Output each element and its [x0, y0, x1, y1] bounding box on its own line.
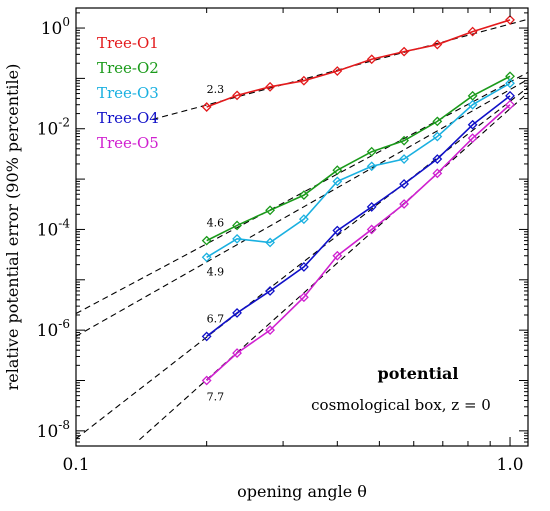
series-2-point [399, 135, 409, 146]
x-axis-label: opening angle θ [237, 482, 367, 501]
series-2-point [201, 235, 212, 246]
series-3-point [366, 161, 377, 172]
series-1-point [201, 102, 212, 112]
series-3-point [232, 233, 242, 244]
series-5-point [399, 199, 409, 209]
series-line-2 [206, 75, 511, 242]
plot-area: 2.3 4.6 4.9 6.7 7.7 [76, 14, 528, 441]
series-1-point [366, 54, 377, 65]
plot-frame [75, 7, 529, 447]
slope-label: 2.3 [207, 83, 225, 96]
series-2-point [432, 116, 443, 127]
series-5-point [265, 325, 276, 336]
series-5-point [232, 348, 242, 359]
slope-label: 7.7 [207, 390, 225, 403]
series-5-point [467, 133, 478, 144]
series-2-point [332, 165, 343, 176]
series-1-point [399, 46, 409, 57]
slope-label: 4.9 [207, 265, 225, 278]
series-4-point [201, 331, 212, 342]
series-4-point [232, 307, 242, 318]
series-3-point [298, 214, 309, 225]
series-3-point [201, 252, 212, 263]
series-3-point [505, 78, 515, 89]
series-5-point [432, 168, 443, 179]
series-3-point [467, 99, 478, 110]
series-5-point [298, 292, 309, 303]
x-tick-label: 1.0 [497, 455, 524, 475]
series-5-point [366, 224, 377, 235]
slope-label: 4.6 [207, 217, 225, 230]
series-3-point [265, 237, 276, 248]
series-4-point [265, 286, 276, 296]
series-1-point [265, 81, 276, 92]
series-5-point [332, 250, 343, 261]
y-tick-label: 10-8 [37, 418, 70, 442]
series-1-point [505, 14, 515, 25]
legend-entry-1: Tree-O1 [97, 34, 159, 52]
series-5-point [505, 99, 515, 110]
legend-entry-2: Tree-O2 [97, 59, 159, 77]
legend-entry-3: Tree-O3 [97, 84, 159, 102]
annotations: potential cosmological box, z = 0 [311, 364, 491, 414]
legend-entry-4: Tree-O4 [97, 109, 159, 127]
legend: Tree-O1 Tree-O2 Tree-O3 Tree-O4 Tree-O5 [97, 34, 159, 152]
x-tick-label: 0.1 [62, 455, 89, 475]
series-1-point [232, 90, 242, 101]
reference-line-5 [139, 92, 528, 441]
series-line-1 [206, 19, 511, 108]
series-4-point [298, 262, 309, 272]
series-4-point [432, 154, 443, 164]
series-3-point [432, 131, 443, 142]
series-2-point [232, 220, 242, 231]
series-2-point [505, 71, 515, 82]
series-2-point [298, 190, 309, 201]
y-tick-label: 10-2 [37, 116, 70, 140]
y-tick-label: 10-6 [37, 317, 70, 341]
series-1-point [467, 26, 478, 37]
y-tick-label: 10-4 [37, 216, 71, 240]
series-2-point [366, 146, 377, 157]
annotation-subtitle: cosmological box, z = 0 [311, 396, 491, 414]
series-1-point [298, 75, 309, 86]
reference-line-4 [76, 86, 528, 440]
series-line-4 [206, 95, 511, 338]
series-1-point [332, 66, 343, 76]
annotation-title: potential [378, 364, 459, 383]
series-4-point [399, 179, 409, 189]
slope-label: 6.7 [207, 312, 225, 325]
y-axis-label: relative potential error (90% percentile… [3, 64, 22, 391]
y-tick-label: 100 [41, 15, 70, 39]
series-5-point [201, 375, 212, 386]
series-4-point [332, 225, 343, 236]
axes: 0.1 1.0 10-8 10-6 10-4 10-2 100 opening angle θ… [3, 8, 528, 501]
series-line-3 [206, 82, 511, 258]
reference-line-2 [76, 71, 528, 315]
series-4-point [467, 119, 478, 130]
series-2-point [265, 205, 276, 216]
series-4-point [366, 202, 377, 212]
series-line-5 [206, 104, 511, 382]
legend-entry-5: Tree-O5 [97, 134, 159, 152]
series-1-point [432, 39, 443, 50]
series-3-point [399, 154, 409, 164]
series-3-point [332, 176, 343, 187]
